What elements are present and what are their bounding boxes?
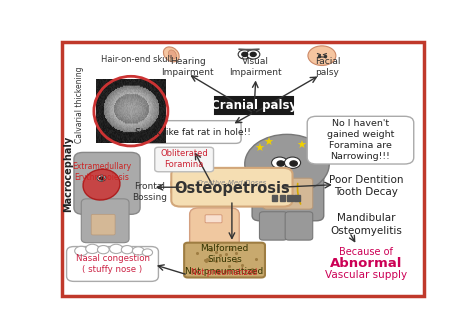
Text: Mandibular
Osteomyelitis: Mandibular Osteomyelitis <box>330 213 402 236</box>
Text: Cranial palsy: Cranial palsy <box>211 99 297 112</box>
Circle shape <box>246 50 260 59</box>
Circle shape <box>272 157 288 169</box>
Circle shape <box>132 247 144 255</box>
Circle shape <box>250 52 256 57</box>
Text: Facial
palsy: Facial palsy <box>315 57 340 77</box>
Circle shape <box>238 50 251 59</box>
Text: Nasal congestion
( stuffy nose ): Nasal congestion ( stuffy nose ) <box>75 254 149 274</box>
FancyBboxPatch shape <box>215 97 292 114</box>
Bar <box>287 195 292 201</box>
FancyBboxPatch shape <box>155 147 213 172</box>
Text: No I haven't
gained weight
Foramina are
Narrowing!!!: No I haven't gained weight Foramina are … <box>327 119 394 161</box>
Text: Because of: Because of <box>339 247 393 257</box>
Text: Obliterated
Foramina: Obliterated Foramina <box>160 149 208 170</box>
Circle shape <box>142 249 153 256</box>
FancyBboxPatch shape <box>263 178 313 209</box>
Text: Hearing
Impairment: Hearing Impairment <box>162 57 214 77</box>
FancyBboxPatch shape <box>285 212 313 240</box>
Text: Frontal
Bossing: Frontal Bossing <box>132 182 167 202</box>
Circle shape <box>86 244 99 254</box>
Text: Vascular supply: Vascular supply <box>325 270 407 280</box>
Text: Visual
Impairment: Visual Impairment <box>229 57 282 77</box>
FancyBboxPatch shape <box>82 199 129 243</box>
FancyBboxPatch shape <box>146 121 241 143</box>
Circle shape <box>171 177 190 190</box>
Circle shape <box>290 161 297 166</box>
Text: Not pneumatized: Not pneumatized <box>191 268 258 277</box>
FancyBboxPatch shape <box>205 215 222 223</box>
Circle shape <box>100 177 104 180</box>
Bar <box>272 195 277 201</box>
FancyBboxPatch shape <box>307 116 414 164</box>
Circle shape <box>308 46 336 65</box>
FancyBboxPatch shape <box>171 168 292 207</box>
Ellipse shape <box>164 47 179 62</box>
Circle shape <box>98 246 109 254</box>
Circle shape <box>284 157 301 169</box>
Text: Creative-Med-Doses: Creative-Med-Doses <box>197 180 267 186</box>
Text: ★: ★ <box>255 143 264 153</box>
Circle shape <box>274 185 292 198</box>
Bar <box>280 195 285 201</box>
FancyBboxPatch shape <box>66 247 158 281</box>
FancyBboxPatch shape <box>184 243 265 277</box>
Circle shape <box>171 185 190 198</box>
Circle shape <box>109 244 123 254</box>
Text: Abnormal: Abnormal <box>330 257 402 270</box>
Circle shape <box>97 175 106 181</box>
Text: Macrocephaly: Macrocephaly <box>64 136 73 212</box>
FancyBboxPatch shape <box>91 214 115 235</box>
FancyBboxPatch shape <box>252 154 324 221</box>
Circle shape <box>75 246 88 256</box>
FancyBboxPatch shape <box>74 152 140 214</box>
Text: Osteopetrosis: Osteopetrosis <box>174 181 290 196</box>
Circle shape <box>277 161 284 166</box>
Text: ★: ★ <box>264 138 273 148</box>
Circle shape <box>245 134 329 194</box>
FancyBboxPatch shape <box>190 208 239 271</box>
Circle shape <box>242 52 248 57</box>
Circle shape <box>274 177 292 190</box>
Ellipse shape <box>83 169 120 200</box>
Text: Extramedullary
Erythropoiesis: Extramedullary Erythropoiesis <box>72 162 131 182</box>
Text: Stuck like fat rat in hole!!: Stuck like fat rat in hole!! <box>136 128 251 137</box>
FancyBboxPatch shape <box>259 212 287 240</box>
Ellipse shape <box>168 50 176 59</box>
Text: Malformed
Sinuses
Not pneumatized: Malformed Sinuses Not pneumatized <box>185 244 264 276</box>
Bar <box>294 195 300 201</box>
Circle shape <box>121 246 133 254</box>
Text: Poor Dentition
Tooth Decay: Poor Dentition Tooth Decay <box>329 175 403 197</box>
Text: Calvarial thickening: Calvarial thickening <box>75 66 84 143</box>
Text: ★: ★ <box>297 141 307 151</box>
Text: Hair-on-end skull: Hair-on-end skull <box>101 55 172 64</box>
